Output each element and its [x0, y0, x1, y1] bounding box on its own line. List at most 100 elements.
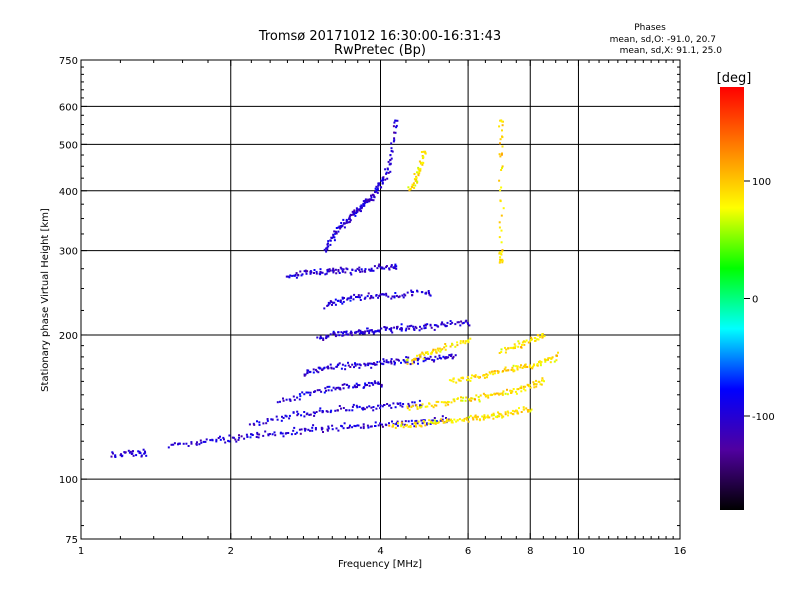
data-point [417, 174, 420, 177]
data-point [527, 410, 529, 413]
data-point [248, 423, 251, 426]
data-point [394, 426, 397, 429]
data-point [433, 417, 436, 419]
data-point [372, 383, 375, 386]
data-point [521, 343, 523, 346]
data-point [515, 365, 518, 368]
data-point [541, 333, 544, 336]
data-point [282, 435, 285, 438]
data-point [385, 326, 388, 329]
data-point [511, 409, 514, 412]
data-point [418, 354, 421, 357]
data-point [329, 363, 332, 366]
data-point [547, 357, 550, 360]
data-point [288, 276, 291, 279]
data-point [529, 386, 532, 389]
data-point [400, 328, 403, 330]
data-point [329, 411, 332, 414]
data-point [557, 351, 559, 354]
data-point [433, 324, 436, 327]
data-point [492, 414, 495, 417]
data-point [417, 168, 420, 171]
data-point [530, 408, 533, 411]
data-point [440, 419, 443, 422]
data-point [258, 421, 261, 424]
data-point [390, 406, 393, 409]
data-point [498, 221, 501, 224]
data-point [341, 363, 344, 366]
data-point [293, 274, 296, 277]
y-tick-label: 500 [59, 140, 78, 151]
data-point [337, 363, 340, 366]
data-point [413, 361, 415, 364]
data-point [422, 419, 425, 422]
data-point [413, 329, 416, 331]
data-point [482, 392, 485, 395]
data-point [414, 421, 417, 424]
data-point [439, 350, 442, 353]
data-point [399, 404, 402, 407]
data-point [202, 440, 205, 443]
data-point [243, 437, 246, 440]
data-point [504, 411, 507, 414]
axis-ticks: 1 2 4 6 8 10 16 75 100 200 300 400 500 600 750 [59, 56, 686, 557]
data-point [449, 345, 452, 348]
data-point [315, 270, 318, 273]
data-point [378, 294, 381, 297]
data-point [333, 332, 336, 335]
data-point [396, 326, 398, 328]
data-point [476, 415, 479, 418]
data-point [364, 330, 367, 333]
data-point [298, 428, 301, 431]
data-point [478, 376, 481, 379]
data-point [235, 440, 238, 443]
data-point [185, 442, 188, 445]
data-point [489, 372, 492, 375]
data-point [428, 293, 431, 296]
data-point [386, 177, 389, 180]
data-point [293, 398, 296, 401]
data-point [444, 401, 447, 404]
data-point [428, 402, 431, 405]
data-point [516, 367, 519, 370]
data-point [435, 400, 438, 403]
data-point [366, 330, 369, 333]
data-point [412, 327, 415, 330]
data-point [499, 392, 501, 395]
data-point [422, 352, 425, 355]
data-point [336, 365, 339, 368]
data-point [416, 407, 419, 410]
data-point [461, 322, 464, 325]
data-point [366, 295, 369, 298]
data-point [370, 296, 373, 299]
data-point [406, 362, 409, 365]
data-point [342, 387, 345, 390]
data-point [321, 411, 324, 414]
data-point [474, 374, 477, 377]
data-point [313, 272, 315, 274]
data-point [498, 352, 501, 354]
data-point [376, 361, 379, 363]
data-point [431, 358, 434, 361]
data-point [512, 368, 515, 371]
data-point [144, 451, 147, 454]
data-point [513, 410, 516, 413]
data-point [428, 292, 430, 294]
data-point [386, 167, 389, 170]
data-point [457, 321, 460, 324]
data-point [466, 321, 469, 324]
data-point [390, 150, 393, 152]
data-point [406, 291, 409, 294]
data-point [356, 424, 359, 427]
data-point [524, 366, 527, 369]
data-point [345, 330, 348, 333]
data-point [292, 429, 295, 432]
data-point [341, 269, 344, 272]
data-point [354, 214, 357, 217]
data-point [429, 294, 432, 297]
data-point [318, 409, 321, 412]
data-point [279, 400, 281, 403]
colorbar-gradient [720, 87, 744, 510]
data-point [252, 422, 255, 425]
data-point [167, 446, 170, 449]
